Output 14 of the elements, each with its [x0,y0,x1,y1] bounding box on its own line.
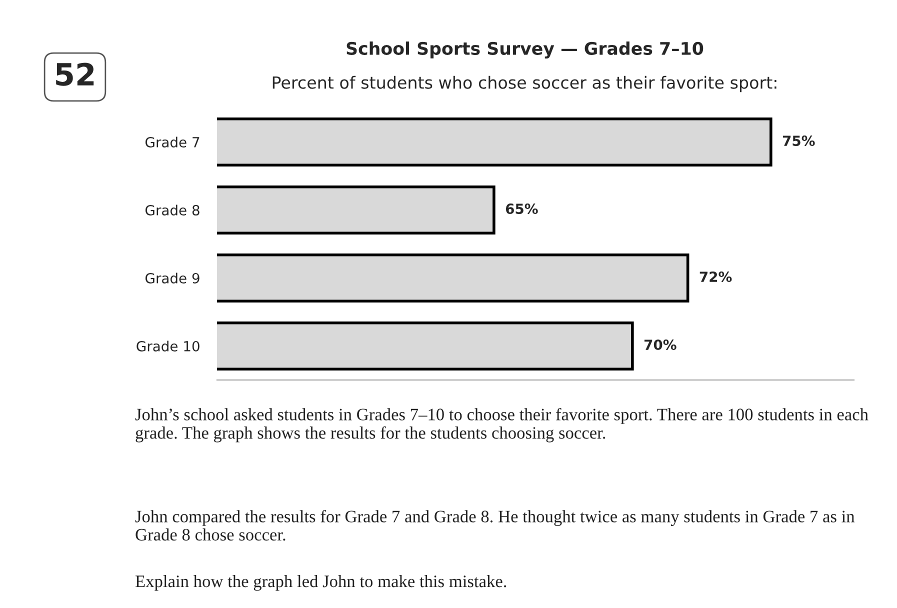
data-label: 72% [700,272,732,282]
data-label: 75% [782,136,815,146]
chart-subtitle: Percent of students who chose soccer as their favorite sport: [272,76,776,92]
y-tick-label: Grade 9 [146,272,200,284]
data-label: 65% [506,204,538,214]
y-tick-label: Grade 10 [136,340,200,352]
chart-title: School Sports Survey — Grades 7–10 [346,42,704,58]
data-label: 70% [644,340,676,350]
text: Explain how the graph led John to make this mistake. [136,575,506,591]
y-tick-label: Grade 7 [146,136,200,148]
text: John’s school asked students in Grades 7–10 to choose their favorite sport. There are 100 students in each grade. The graph shows the results for the students choosing soccer. [135,408,868,442]
y-tick-label: Grade 8 [146,204,200,216]
text: John compared the results for Grade 7 and Grade 8. He thought twice as many students in Grade 7 as in Grade 8 chose soccer. [135,510,855,541]
text: 52 [56,62,94,86]
